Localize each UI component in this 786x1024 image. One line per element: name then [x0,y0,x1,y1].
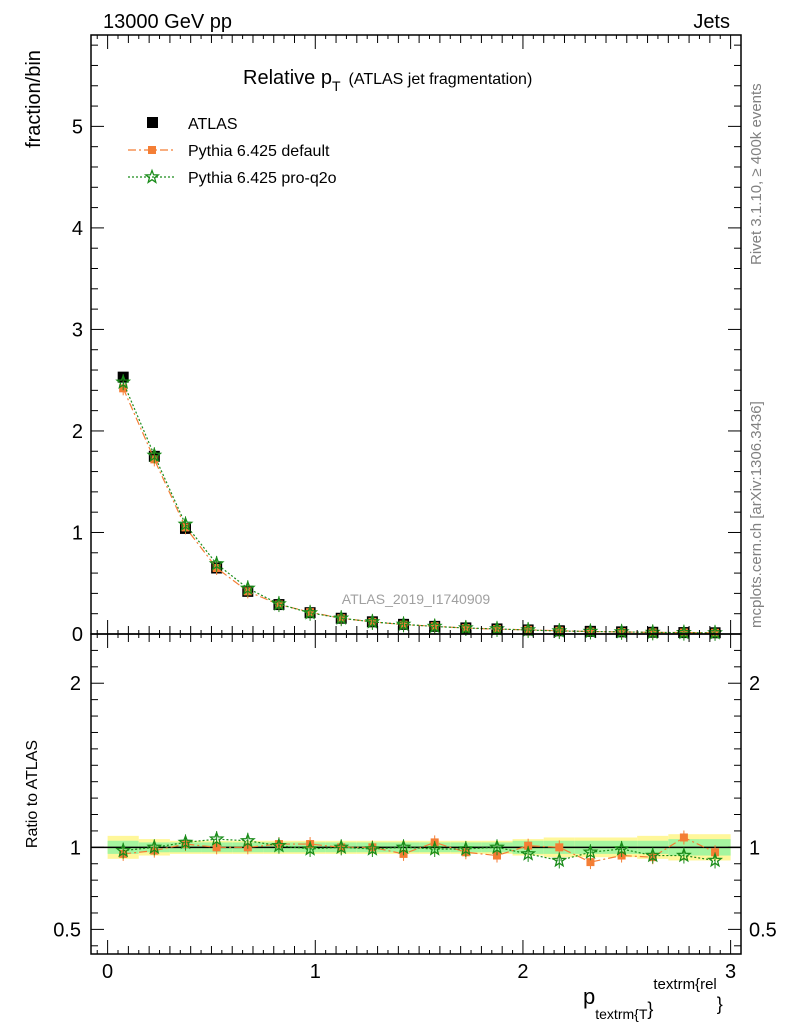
ratio-series-layer [115,830,723,870]
data-point-2-11 [457,840,474,856]
ratio-y-tick-label-right: 1 [749,837,760,859]
top-y-tick-label: 3 [72,319,83,341]
data-point-2-4 [239,579,256,596]
data-point-2-6 [302,604,319,620]
data-point-2-2 [177,834,194,850]
data-point-1-18 [679,833,688,842]
data-point-2-3 [208,555,225,571]
data-point-2-10 [426,618,443,634]
data-point-2-9 [395,616,412,632]
data-point-2-13 [520,621,537,637]
header-process-label: Jets [693,11,730,33]
data-point-2-7 [333,609,350,625]
analysis-watermark: ATLAS_2019_I1740909 [342,591,491,607]
top-y-tick-label: 0 [72,624,83,646]
data-point-2-17 [644,624,661,640]
data-point-2-14 [551,852,568,868]
x-tick-label: 0 [102,961,113,983]
data-point-2-7 [333,838,350,855]
ratio-y-tick-label-right: 0.5 [749,919,777,941]
ratio-y-tick-label: 1 [70,837,81,859]
data-point-2-10 [426,840,443,856]
ratio-y-tick-label-right: 2 [749,673,760,695]
x-tick-label: 1 [310,961,321,983]
data-point-2-18 [675,847,692,863]
legend: ATLAS Pythia 6.425 default Pythia 6.425 … [128,116,337,187]
top-y-tick-label: 5 [72,116,83,138]
ratio-plot-frame [90,633,742,955]
data-point-2-8 [364,840,381,856]
top-series-layer [115,371,723,641]
data-point-2-19 [707,624,723,640]
series-line-2 [122,381,716,634]
data-point-2-1 [146,838,163,855]
data-point-2-19 [707,852,723,868]
data-point-2-8 [364,613,381,629]
ratio-y-tick-label: 0.5 [53,919,81,941]
data-point-2-9 [395,838,412,855]
top-y-tick-label: 4 [72,218,83,240]
x-tick-label: 3 [725,961,736,983]
ratio-y-axis-label: Ratio to ATLAS [24,740,41,848]
legend-marker-pro-q2o [144,168,160,184]
legend-marker-atlas [147,117,158,128]
top-y-tick-label: 1 [72,522,83,544]
data-point-1-14 [555,843,564,852]
data-point-2-5 [271,595,287,611]
ratio-y-tick-label: 2 [70,673,81,695]
data-point-2-11 [457,619,474,635]
data-point-1-3 [212,843,221,852]
data-point-2-15 [582,843,599,859]
header-energy-label: 13000 GeV pp [103,11,232,33]
legend-label-pro-q2o: Pythia 6.425 pro-q2o [188,170,337,187]
data-point-2-2 [177,516,194,532]
plot-title: Relative pT (ATLAS jet fragmentation) [243,67,532,94]
data-point-2-0 [115,842,132,858]
x-tick-label: 2 [517,961,528,983]
rivet-version-label: Rivet 3.1.10, ≥ 400k events [748,83,765,265]
data-point-2-12 [489,620,505,636]
mcplots-citation-label: mcplots.cern.ch [arXiv:1306.3436] [748,401,765,628]
series-line-2 [123,838,716,862]
data-point-2-5 [271,837,287,853]
legend-label-default: Pythia 6.425 default [188,143,330,160]
legend-marker-default [148,146,156,154]
data-point-2-18 [675,624,692,640]
data-point-1-12 [492,851,501,860]
data-point-2-3 [208,830,225,846]
top-y-tick-label: 2 [72,421,83,443]
data-point-2-17 [644,847,661,863]
data-point-2-0 [115,373,132,390]
data-point-2-1 [146,446,163,463]
data-point-2-16 [613,840,630,856]
data-point-1-15 [586,858,595,867]
data-point-2-4 [239,832,256,848]
legend-label-atlas: ATLAS [188,116,238,133]
data-point-2-12 [489,838,505,855]
data-point-2-13 [520,845,537,861]
x-axis-label: ptextrm{T}textrm{rel} [583,976,723,1022]
top-y-axis-label: fraction/bin [23,50,45,148]
data-point-2-6 [302,840,319,856]
